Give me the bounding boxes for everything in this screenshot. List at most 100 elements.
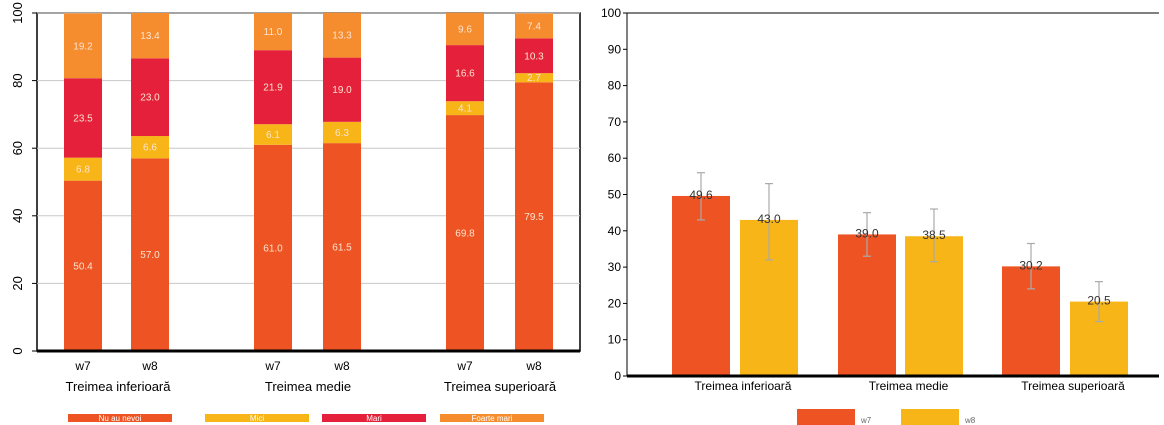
bar-segment <box>131 13 169 59</box>
data-label: 6.8 <box>76 165 90 176</box>
data-label: 38.5 <box>922 228 946 242</box>
bar-segment <box>323 143 361 351</box>
bar-segment <box>446 115 484 352</box>
bar-segment <box>254 144 292 351</box>
data-label: 50.4 <box>73 261 93 272</box>
data-label: 39.0 <box>855 226 879 240</box>
data-label: 21.9 <box>263 83 283 94</box>
data-label: 57.0 <box>140 250 160 261</box>
data-label: 49.6 <box>689 188 713 202</box>
data-label: 69.8 <box>455 229 475 240</box>
group-label: Treimea inferioară <box>65 379 171 394</box>
x-tick-label: w8 <box>333 359 350 373</box>
plot-frame <box>36 12 581 352</box>
bar <box>838 234 896 376</box>
data-label: 16.6 <box>455 69 475 80</box>
y-tick-label: 100 <box>10 2 25 24</box>
grouped-bar-chart: 0 10 20 30 40 50 60 70 80 90 100 49.6 43.0 Treimea in… <box>601 6 1159 425</box>
legend-swatch <box>68 414 172 422</box>
data-label: 9.6 <box>458 24 472 35</box>
bar-segment <box>323 121 361 144</box>
x-tick-label: Treimea superioară <box>1021 379 1125 393</box>
data-label: 23.5 <box>73 113 93 124</box>
y-tick-label: 80 <box>10 73 25 87</box>
bar-segment <box>323 12 361 58</box>
data-label: 6.1 <box>266 130 280 141</box>
data-label: 7.4 <box>527 21 541 32</box>
y-tick-label: 40 <box>608 224 622 238</box>
legend-swatch <box>901 409 959 425</box>
data-label: 11.0 <box>264 27 283 38</box>
bar-segment <box>254 124 292 145</box>
data-label: 13.4 <box>140 31 160 42</box>
legend-swatch <box>322 414 426 422</box>
data-label: 20.5 <box>1087 294 1111 308</box>
data-label: 30.2 <box>1019 258 1043 272</box>
legend-label: w7 <box>860 416 872 425</box>
data-label: 2.7 <box>527 73 541 84</box>
x-tick-label: w7 <box>264 359 281 373</box>
legend-label: Mari <box>366 414 382 423</box>
bar-segment <box>254 13 292 51</box>
legend-label: Foarte mari <box>472 414 513 423</box>
x-tick-label: w7 <box>74 359 91 373</box>
x-tick-label: Treimea medie <box>869 379 949 393</box>
x-tick-label: w8 <box>525 359 542 373</box>
bar-segment <box>515 38 553 74</box>
group-label: Treimea superioară <box>444 379 557 394</box>
y-tick-label: 70 <box>608 115 622 129</box>
bar-segment <box>131 58 169 137</box>
data-label: 19.2 <box>73 41 93 52</box>
bar-segment <box>515 13 553 39</box>
legend-swatch <box>205 414 309 422</box>
y-tick-label: 20 <box>608 296 622 310</box>
legend-swatch <box>797 409 855 425</box>
y-tick-label: 90 <box>608 42 622 56</box>
bar-segment <box>515 73 553 83</box>
data-label: 6.6 <box>143 143 157 154</box>
bar-segment <box>446 45 484 102</box>
y-tick-label: 60 <box>608 151 622 165</box>
data-label: 23.0 <box>140 93 160 104</box>
x-tick-label: w7 <box>456 359 473 373</box>
data-label: 19.0 <box>332 85 352 96</box>
bar-segment <box>64 157 102 181</box>
legend-swatch <box>440 414 544 422</box>
y-tick-label: 20 <box>10 276 25 290</box>
y-tick-label: 30 <box>608 260 622 274</box>
legend-label: Nu au nevoi <box>99 414 142 423</box>
data-label: 61.0 <box>263 243 283 254</box>
data-label: 79.5 <box>524 212 544 223</box>
y-tick-label: 100 <box>601 6 621 20</box>
bar-segment <box>446 101 484 116</box>
data-label: 10.3 <box>524 51 544 62</box>
bar-segment <box>254 50 292 125</box>
data-label: 4.1 <box>458 104 472 115</box>
y-tick-label: 0 <box>614 369 621 383</box>
x-tick-label: w8 <box>141 359 158 373</box>
y-tick-label: 60 <box>10 141 25 155</box>
legend-label: w8 <box>964 416 976 425</box>
y-tick-label: 10 <box>608 333 622 347</box>
y-tick-label: 80 <box>608 79 622 93</box>
bar-segment <box>323 57 361 122</box>
group-label: Treimea medie <box>265 379 351 394</box>
x-tick-label: Treimea inferioară <box>695 379 792 393</box>
data-label: 61.5 <box>332 243 352 254</box>
bar-segment <box>515 82 553 351</box>
data-label: 43.0 <box>757 212 781 226</box>
y-tick-label: 40 <box>10 209 25 223</box>
y-tick-label: 0 <box>10 347 25 354</box>
bar-segment <box>446 12 484 46</box>
legend-label: Mici <box>250 414 264 423</box>
data-label: 13.3 <box>332 31 352 42</box>
data-label: 6.3 <box>335 128 349 139</box>
bar-segment <box>64 180 102 351</box>
stacked-bar-chart: 0 20 40 60 80 100 50.4 6.8 23.5 19.2 w7 57.0 6.6 23.0… <box>10 2 581 423</box>
bar-segment <box>64 78 102 158</box>
y-tick-label: 50 <box>608 188 622 202</box>
bar <box>672 195 730 376</box>
bar-segment <box>131 158 169 351</box>
bar-segment <box>64 13 102 79</box>
bar-segment <box>131 136 169 159</box>
